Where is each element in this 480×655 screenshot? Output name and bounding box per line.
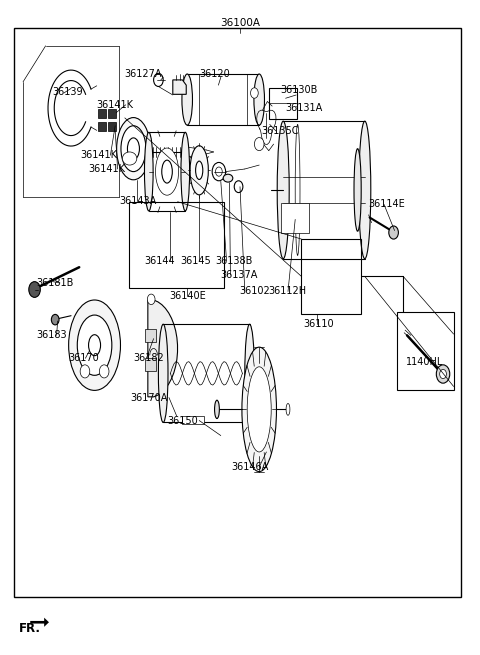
Ellipse shape xyxy=(196,161,203,179)
Text: 1140HL: 1140HL xyxy=(406,356,443,367)
Text: 36170: 36170 xyxy=(69,353,99,364)
Circle shape xyxy=(154,73,163,86)
Ellipse shape xyxy=(77,315,112,375)
Ellipse shape xyxy=(254,74,264,125)
Text: 36137A: 36137A xyxy=(220,270,257,280)
Ellipse shape xyxy=(354,149,361,231)
Ellipse shape xyxy=(182,74,192,125)
Bar xyxy=(98,109,106,118)
Bar xyxy=(108,122,116,131)
Text: 36143A: 36143A xyxy=(119,196,156,206)
Bar xyxy=(269,88,297,119)
Text: 36131A: 36131A xyxy=(286,103,323,113)
Text: 36100A: 36100A xyxy=(220,18,260,28)
Circle shape xyxy=(80,365,90,378)
Text: 36182: 36182 xyxy=(133,353,164,364)
Bar xyxy=(145,329,156,342)
Bar xyxy=(145,358,156,371)
Bar xyxy=(129,202,224,288)
Bar xyxy=(301,239,361,314)
Ellipse shape xyxy=(121,126,146,172)
Ellipse shape xyxy=(181,132,190,211)
Ellipse shape xyxy=(190,146,208,195)
Ellipse shape xyxy=(295,124,300,255)
Bar xyxy=(397,312,454,390)
Text: 36141K: 36141K xyxy=(88,164,125,174)
Ellipse shape xyxy=(162,160,172,183)
Bar xyxy=(281,203,309,233)
Text: 36181B: 36181B xyxy=(36,278,73,288)
Text: 36130B: 36130B xyxy=(281,85,318,96)
Circle shape xyxy=(254,138,264,151)
Circle shape xyxy=(73,326,78,333)
Circle shape xyxy=(389,226,398,239)
Circle shape xyxy=(99,365,109,378)
Ellipse shape xyxy=(122,152,137,165)
Circle shape xyxy=(251,88,258,98)
Circle shape xyxy=(234,181,243,193)
Bar xyxy=(108,109,116,118)
Ellipse shape xyxy=(69,300,120,390)
Text: 36141K: 36141K xyxy=(96,100,133,110)
Text: 36140E: 36140E xyxy=(169,291,205,301)
Circle shape xyxy=(212,162,226,181)
Text: 36170A: 36170A xyxy=(131,392,168,403)
Text: 36141K: 36141K xyxy=(81,150,118,160)
Text: 36102: 36102 xyxy=(239,286,270,297)
Circle shape xyxy=(436,365,450,383)
Ellipse shape xyxy=(144,132,153,211)
Ellipse shape xyxy=(247,367,271,452)
Ellipse shape xyxy=(117,118,150,180)
Text: 36139: 36139 xyxy=(52,86,83,97)
Polygon shape xyxy=(30,618,49,627)
Bar xyxy=(98,122,106,131)
Polygon shape xyxy=(148,300,178,397)
Circle shape xyxy=(216,167,222,176)
Text: 36110: 36110 xyxy=(303,319,334,329)
Ellipse shape xyxy=(242,347,276,472)
Ellipse shape xyxy=(277,121,289,259)
Text: 36112H: 36112H xyxy=(269,286,307,297)
Text: 36145: 36145 xyxy=(180,255,211,266)
Text: 36138B: 36138B xyxy=(215,255,252,266)
Ellipse shape xyxy=(128,138,139,160)
Ellipse shape xyxy=(156,148,179,195)
Text: 36114E: 36114E xyxy=(369,199,406,210)
Ellipse shape xyxy=(359,121,371,259)
Circle shape xyxy=(29,282,40,297)
Text: 36183: 36183 xyxy=(36,330,67,341)
Bar xyxy=(14,28,461,597)
Bar xyxy=(182,416,204,424)
Ellipse shape xyxy=(223,174,233,182)
Ellipse shape xyxy=(158,324,168,422)
Polygon shape xyxy=(173,80,186,94)
Text: 36127A: 36127A xyxy=(124,69,162,79)
Ellipse shape xyxy=(245,324,254,422)
Text: 36120: 36120 xyxy=(199,69,230,79)
Text: 36146A: 36146A xyxy=(231,462,268,472)
Text: 36144: 36144 xyxy=(144,255,175,266)
Circle shape xyxy=(51,314,59,325)
Circle shape xyxy=(440,369,446,379)
Ellipse shape xyxy=(88,335,101,356)
Text: FR.: FR. xyxy=(19,622,41,635)
Ellipse shape xyxy=(286,403,290,415)
Ellipse shape xyxy=(215,400,219,419)
Text: 36150: 36150 xyxy=(167,415,198,426)
Text: 36135C: 36135C xyxy=(262,126,299,136)
Circle shape xyxy=(147,294,155,305)
